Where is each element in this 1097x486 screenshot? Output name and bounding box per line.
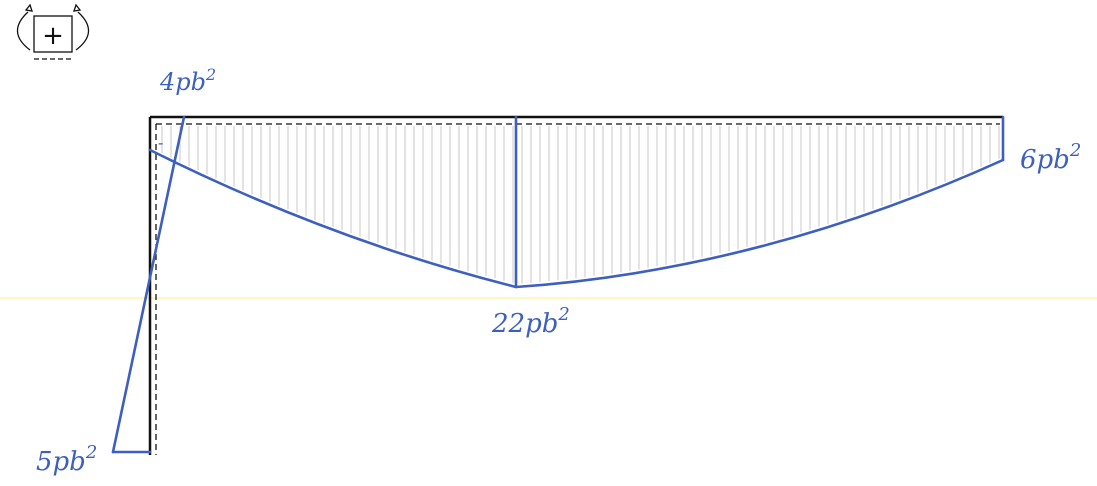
plus-sign: + bbox=[42, 21, 64, 51]
column-moment-line bbox=[111, 115, 186, 454]
label-column-base: 5pb2 bbox=[36, 442, 97, 477]
label-midspan: 22pb2 bbox=[491, 304, 570, 339]
diagram-hatching bbox=[161, 126, 1000, 284]
minus-sign: - bbox=[158, 133, 163, 152]
label-right-end: 6pb2 bbox=[1020, 140, 1081, 175]
sign-convention-icon bbox=[16, 3, 90, 60]
label-top-left: 4pb2 bbox=[159, 65, 216, 96]
frame-structure bbox=[148, 115, 1003, 455]
moment-curve bbox=[111, 115, 1005, 454]
beam-moment-parabola bbox=[148, 148, 1005, 289]
